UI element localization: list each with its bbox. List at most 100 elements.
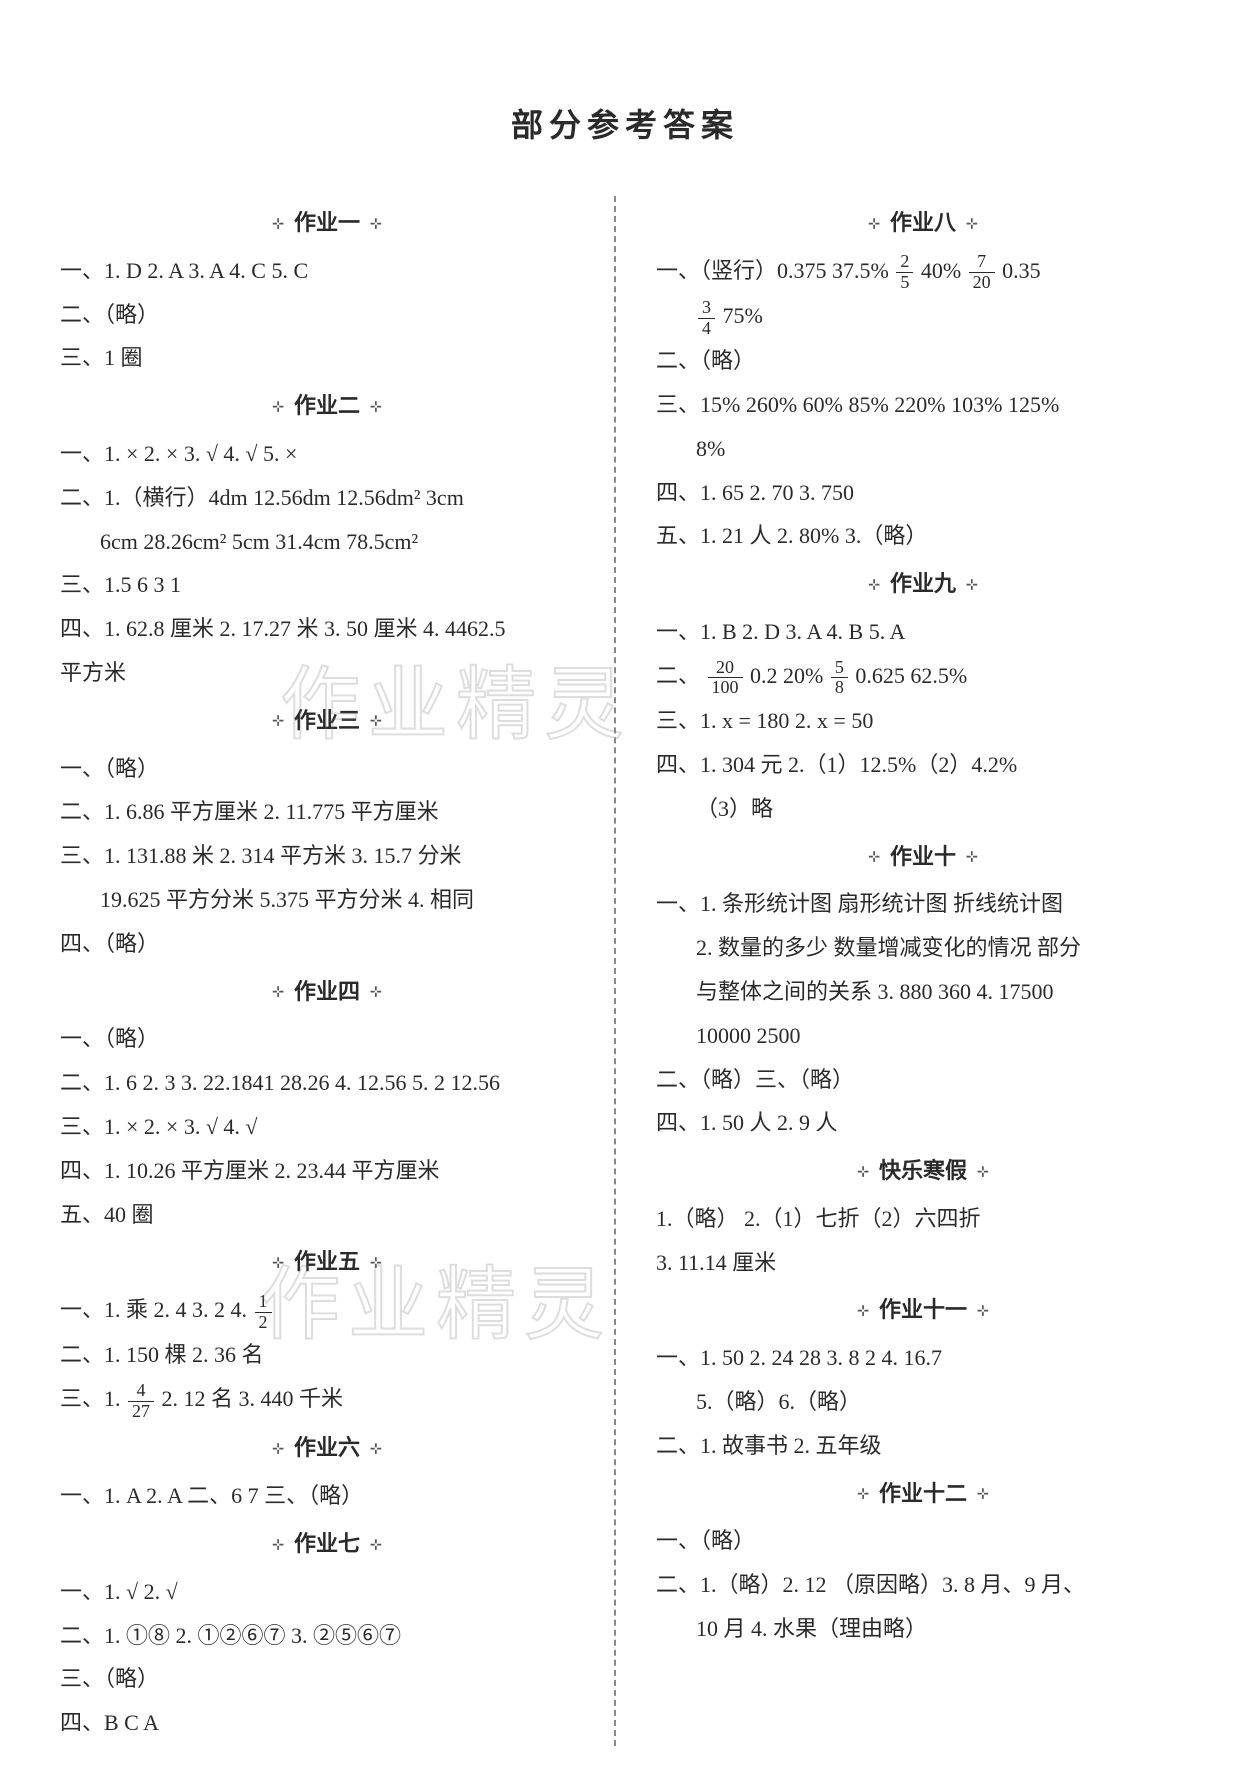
answer-line: 5.（略）6.（略） <box>656 1381 1190 1423</box>
answer-line: 三、1.5 6 3 1 <box>60 564 594 606</box>
numerator: 4 <box>128 1381 154 1402</box>
section-header-holiday: ⊹快乐寒假⊹ <box>656 1150 1190 1192</box>
answer-line: 三、1. × 2. × 3. √ 4. √ <box>60 1106 594 1148</box>
denominator: 4 <box>698 319 715 339</box>
answer-line: 四、1. 304 元 2.（1）12.5%（2）4.2% <box>656 744 1190 786</box>
section-title: 作业二 <box>294 393 360 418</box>
denominator: 20 <box>969 273 995 293</box>
numerator: 2 <box>896 252 913 273</box>
answer-line: 二、（略） <box>60 294 594 336</box>
section-header-9: ⊹作业九⊹ <box>656 563 1190 605</box>
left-column: ⊹作业一⊹ 一、1. D 2. A 3. A 4. C 5. C 二、（略） 三… <box>60 196 616 1746</box>
section-title: 作业七 <box>294 1531 360 1556</box>
section-title: 快乐寒假 <box>879 1158 967 1183</box>
answer-line: 一、1. 条形统计图 扇形统计图 折线统计图 <box>656 883 1190 925</box>
fraction: 427 <box>128 1381 154 1422</box>
section-title: 作业八 <box>890 210 956 235</box>
section-header-2: ⊹作业二⊹ <box>60 385 594 427</box>
section-title: 作业三 <box>294 708 360 733</box>
answer-line: 平方米 <box>60 652 594 694</box>
text: 三、1. <box>60 1386 126 1411</box>
answer-line: 一、1. √ 2. √ <box>60 1571 594 1613</box>
section-title: 作业六 <box>294 1435 360 1460</box>
section-title: 作业十 <box>890 844 956 869</box>
answer-line: 二、（略）三、（略） <box>656 1059 1190 1101</box>
text: 75% <box>723 303 763 328</box>
answer-line: 四、1. 10.26 平方厘米 2. 23.44 平方厘米 <box>60 1150 594 1192</box>
answer-line: 五、1. 21 人 2. 80% 3.（略） <box>656 515 1190 557</box>
page-title: 部分参考答案 <box>60 100 1190 146</box>
answer-line: 五、40 圈 <box>60 1194 594 1236</box>
answer-line: 三、1 圈 <box>60 337 594 379</box>
text: 0.625 62.5% <box>855 663 967 688</box>
text: 40% <box>921 258 967 283</box>
text: 0.35 <box>1002 258 1041 283</box>
answer-line: 与整体之间的关系 3. 880 360 4. 17500 <box>656 971 1190 1013</box>
answer-line: 二、1. 6.86 平方厘米 2. 11.775 平方厘米 <box>60 791 594 833</box>
answer-line: 四、1. 65 2. 70 3. 750 <box>656 472 1190 514</box>
answer-line: 二、（略） <box>656 340 1190 382</box>
section-header-12: ⊹作业十二⊹ <box>656 1473 1190 1515</box>
answer-line: （3）略 <box>656 788 1190 830</box>
answer-line: 一、（竖行）0.375 37.5% 25 40% 720 0.35 <box>656 250 1190 293</box>
answer-line: 一、1. A 2. A 二、6 7 三、（略） <box>60 1475 594 1517</box>
answer-line: 四、1. 62.8 厘米 2. 17.27 米 3. 50 厘米 4. 4462… <box>60 608 594 650</box>
section-title: 作业十一 <box>879 1297 967 1322</box>
answer-line: 三、（略） <box>60 1658 594 1700</box>
section-header-4: ⊹作业四⊹ <box>60 971 594 1013</box>
text: 2. 12 名 3. 440 千米 <box>162 1386 344 1411</box>
answer-line: 二、1. ①⑧ 2. ①②⑥⑦ 3. ②⑤⑥⑦ <box>60 1615 594 1657</box>
numerator: 3 <box>698 298 715 319</box>
section-header-3: ⊹作业三⊹ <box>60 700 594 742</box>
section-header-1: ⊹作业一⊹ <box>60 202 594 244</box>
answer-line: 四、B C A <box>60 1702 594 1744</box>
denominator: 2 <box>255 1313 272 1333</box>
answer-line: 10 月 4. 水果（理由略） <box>656 1608 1190 1650</box>
answer-line: 四、（略） <box>60 923 594 965</box>
answer-line: 二、1. 150 棵 2. 36 名 <box>60 1334 594 1376</box>
section-header-10: ⊹作业十⊹ <box>656 836 1190 878</box>
answer-line: 2. 数量的多少 数量增减变化的情况 部分 <box>656 927 1190 969</box>
text: 一、1. 乘 2. 4 3. 2 4. <box>60 1297 253 1322</box>
denominator: 8 <box>831 678 848 698</box>
answer-line: 19.625 平方分米 5.375 平方分米 4. 相同 <box>60 879 594 921</box>
section-title: 作业九 <box>890 571 956 596</box>
answer-line: 三、1. 131.88 米 2. 314 平方米 3. 15.7 分米 <box>60 835 594 877</box>
section-title: 作业十二 <box>879 1481 967 1506</box>
answer-line: 一、（略） <box>60 1018 594 1060</box>
fraction: 25 <box>896 252 913 293</box>
answer-line: 一、1. × 2. × 3. √ 4. √ 5. × <box>60 433 594 475</box>
section-title: 作业一 <box>294 210 360 235</box>
answer-line: 一、1. D 2. A 3. A 4. C 5. C <box>60 250 594 292</box>
section-header-5: ⊹作业五⊹ <box>60 1241 594 1283</box>
fraction: 34 <box>698 298 715 339</box>
section-header-11: ⊹作业十一⊹ <box>656 1289 1190 1331</box>
answer-line: 四、1. 50 人 2. 9 人 <box>656 1102 1190 1144</box>
answer-line: 二、1. 故事书 2. 五年级 <box>656 1425 1190 1467</box>
answer-line: 一、1. 50 2. 24 28 3. 8 2 4. 16.7 <box>656 1337 1190 1379</box>
section-header-6: ⊹作业六⊹ <box>60 1427 594 1469</box>
numerator: 7 <box>969 252 995 273</box>
answer-line: 34 75% <box>656 295 1190 338</box>
answer-line: 二、1. 6 2. 3 3. 22.1841 28.26 4. 12.56 5.… <box>60 1062 594 1104</box>
answer-line: 三、15% 260% 60% 85% 220% 103% 125% <box>656 384 1190 426</box>
answer-line: 10000 2500 <box>656 1015 1190 1057</box>
section-title: 作业五 <box>294 1249 360 1274</box>
fraction: 58 <box>831 658 848 699</box>
answer-line: 一、1. 乘 2. 4 3. 2 4. 12 <box>60 1289 594 1332</box>
fraction: 12 <box>255 1292 272 1333</box>
fraction: 720 <box>969 252 995 293</box>
section-header-7: ⊹作业七⊹ <box>60 1523 594 1565</box>
numerator: 5 <box>831 658 848 679</box>
answer-line: 8% <box>656 428 1190 470</box>
section-header-8: ⊹作业八⊹ <box>656 202 1190 244</box>
answer-line: 二、1.（横行）4dm 12.56dm 12.56dm² 3cm <box>60 477 594 519</box>
two-column-layout: ⊹作业一⊹ 一、1. D 2. A 3. A 4. C 5. C 二、（略） 三… <box>60 196 1190 1746</box>
answer-line: 1.（略） 2.（1）七折（2）六四折 <box>656 1198 1190 1240</box>
answer-line: 三、1. x = 180 2. x = 50 <box>656 700 1190 742</box>
denominator: 27 <box>128 1402 154 1422</box>
denominator: 5 <box>896 273 913 293</box>
fraction: 20100 <box>708 658 743 699</box>
text: 一、（竖行）0.375 37.5% <box>656 258 894 283</box>
answer-line: 一、（略） <box>60 748 594 790</box>
